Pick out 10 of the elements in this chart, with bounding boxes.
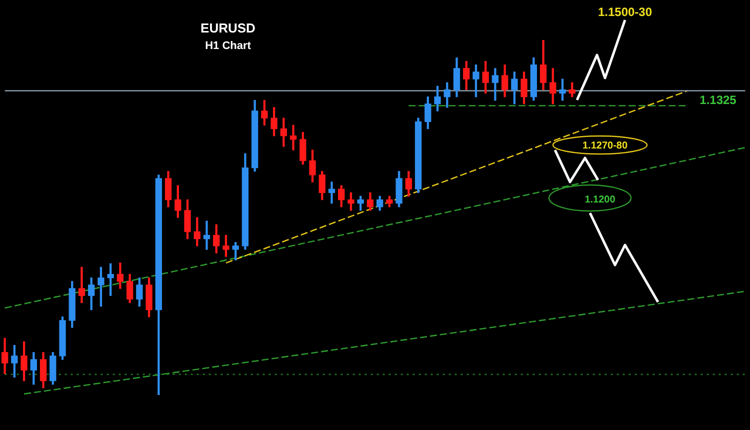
candlestick <box>290 124 297 150</box>
text: 1.1500-30 <box>598 5 652 19</box>
annotation: 1.1325 <box>700 93 736 107</box>
candlestick <box>203 220 210 250</box>
candlestick <box>328 182 336 204</box>
candlestick <box>78 266 86 304</box>
chart-title: EURUSD <box>200 20 256 36</box>
annotation: 1.1270-80 <box>582 140 628 152</box>
annotation: 1.1200 <box>584 194 616 206</box>
chart-subtitle: H1 Chart <box>205 40 251 52</box>
